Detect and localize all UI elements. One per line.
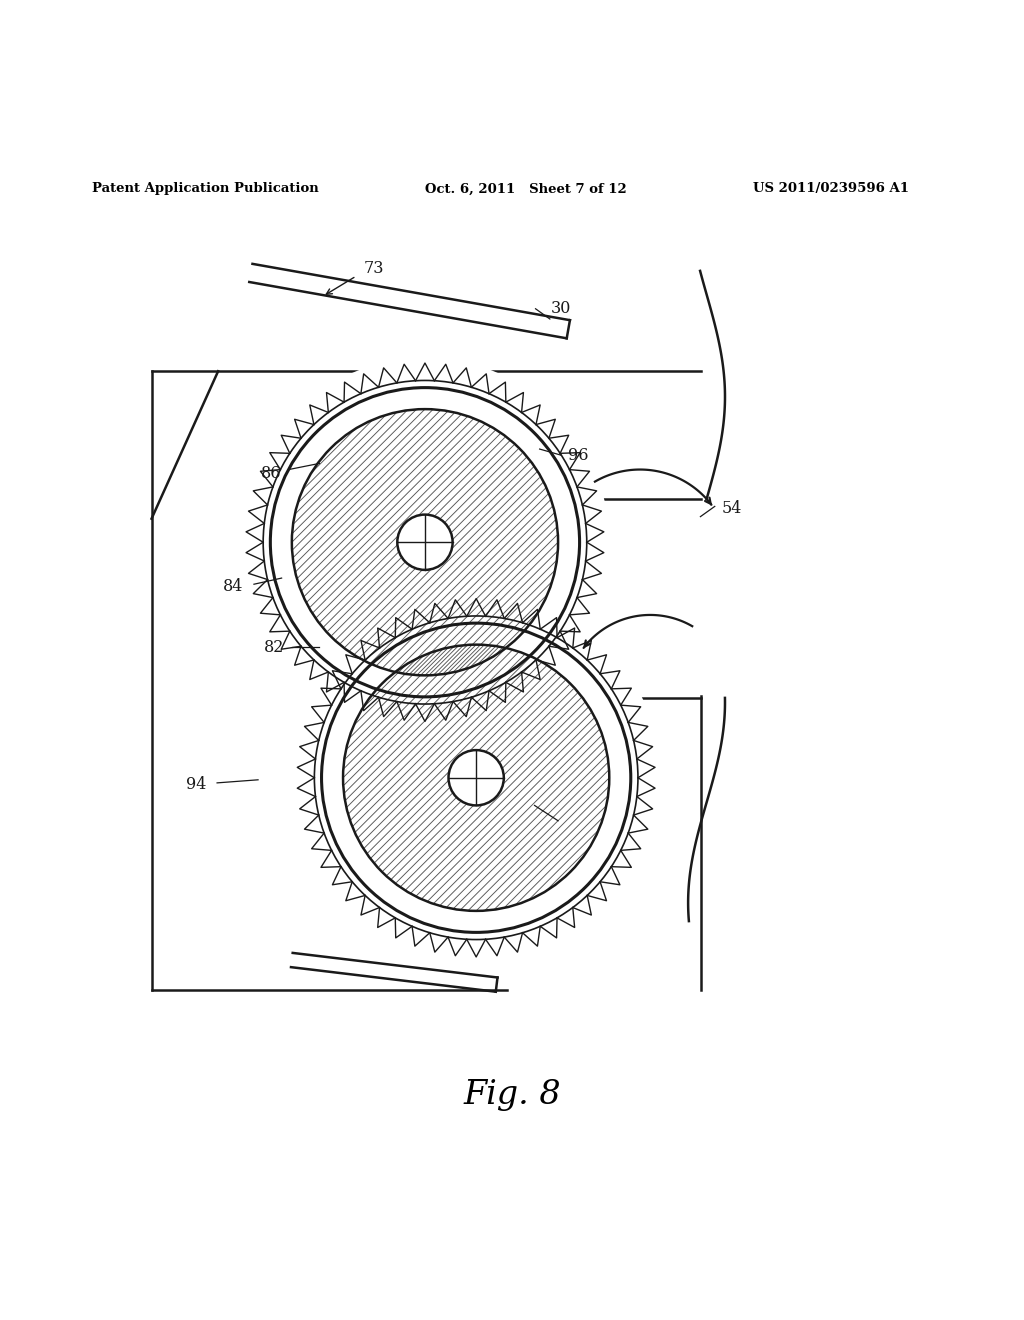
Text: Oct. 6, 2011   Sheet 7 of 12: Oct. 6, 2011 Sheet 7 of 12 bbox=[425, 182, 627, 195]
Text: 84: 84 bbox=[223, 578, 244, 595]
Circle shape bbox=[449, 750, 504, 805]
Text: US 2011/0239596 A1: US 2011/0239596 A1 bbox=[753, 182, 908, 195]
Circle shape bbox=[241, 358, 609, 726]
Text: 88: 88 bbox=[565, 816, 586, 833]
Text: 82: 82 bbox=[264, 639, 285, 656]
Text: 73: 73 bbox=[364, 260, 384, 277]
Text: 94: 94 bbox=[186, 776, 207, 793]
Circle shape bbox=[397, 515, 453, 570]
Circle shape bbox=[292, 409, 558, 676]
Text: 30: 30 bbox=[551, 300, 571, 317]
Text: Patent Application Publication: Patent Application Publication bbox=[92, 182, 318, 195]
Text: 54: 54 bbox=[722, 500, 742, 517]
Text: 86: 86 bbox=[261, 465, 282, 482]
Text: 96: 96 bbox=[568, 446, 589, 463]
Circle shape bbox=[343, 644, 609, 911]
Circle shape bbox=[292, 594, 660, 962]
Text: Fig. 8: Fig. 8 bbox=[463, 1080, 561, 1111]
